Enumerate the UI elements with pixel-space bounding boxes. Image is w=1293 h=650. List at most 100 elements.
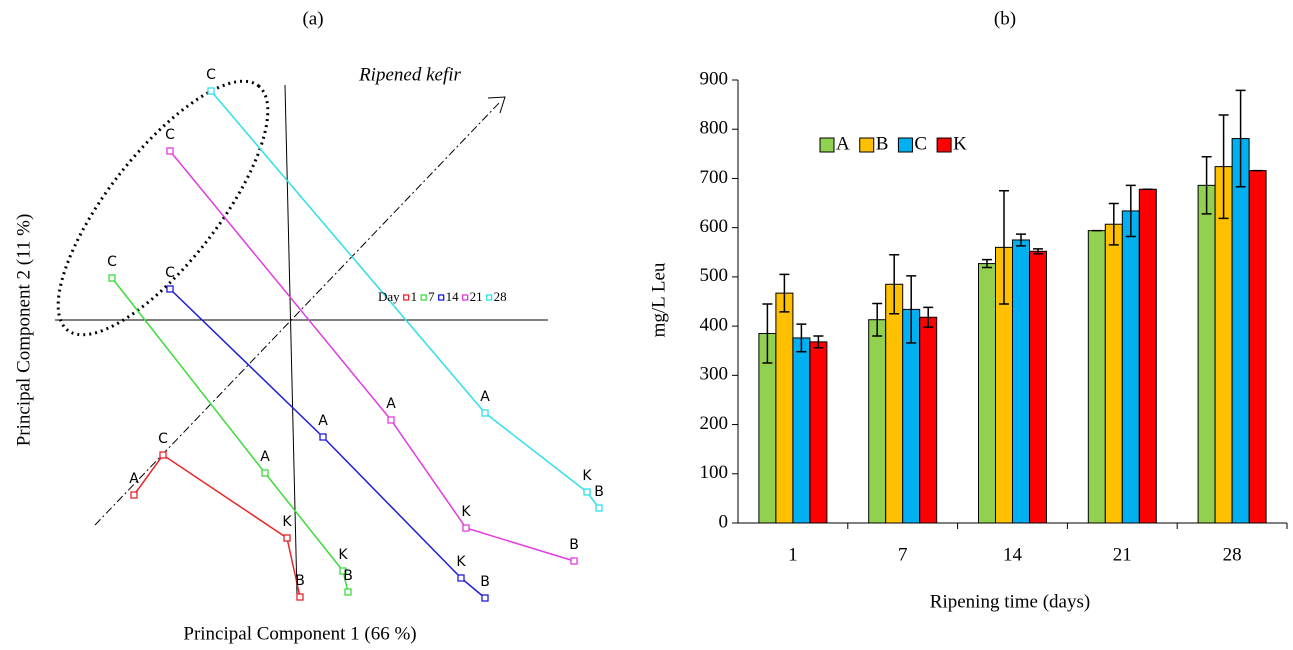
bar [775, 292, 794, 524]
bar [1197, 184, 1216, 524]
point [207, 87, 215, 95]
legend-label: 28 [494, 289, 507, 304]
point-label: K [461, 504, 471, 520]
bar [1121, 210, 1140, 524]
x-tick-label: 7 [898, 544, 908, 565]
legend-swatch [438, 294, 445, 301]
point-label: A [260, 449, 270, 465]
legend-swatch [859, 137, 875, 153]
legend-label: C [914, 133, 927, 154]
point-label: B [343, 568, 353, 584]
y-tick-label: 600 [700, 216, 729, 237]
error-bar [923, 306, 934, 328]
error-bar [1108, 202, 1119, 246]
bar [868, 319, 887, 524]
point-label: K [456, 554, 466, 570]
panel-title: (b) [994, 8, 1016, 29]
x-tick-label: 14 [1003, 544, 1023, 565]
x-axis-title: Principal Component 1 (66 %) [183, 623, 416, 644]
point [462, 524, 470, 532]
series-line [169, 288, 486, 599]
error-bar [779, 273, 790, 313]
x-tick-label: 1 [788, 544, 798, 565]
error-bar [1201, 156, 1212, 215]
arrow-head [487, 96, 506, 114]
x-tick-label: 28 [1223, 544, 1242, 565]
point-label: C [165, 127, 175, 143]
point-label: C [206, 67, 216, 83]
bar [809, 341, 828, 524]
bar [919, 316, 938, 524]
error-bar [982, 258, 992, 269]
point-label: A [318, 413, 328, 429]
legend-swatch [936, 137, 952, 153]
y-axis-title: Principal Component 2 (11 %) [13, 214, 34, 447]
y-tick-label: 200 [700, 413, 729, 434]
point-label: K [582, 468, 592, 484]
y-tick-label: 700 [700, 167, 729, 188]
error-bar [1235, 89, 1246, 188]
y-tick-label: 100 [700, 462, 729, 483]
point-label: B [295, 573, 305, 589]
bar [792, 337, 811, 524]
bar [1087, 230, 1106, 524]
point-label: A [386, 396, 396, 412]
point-label: B [569, 537, 579, 553]
legend-label: 21 [470, 289, 483, 304]
bar [978, 263, 996, 524]
point [583, 488, 591, 496]
series-line [210, 90, 600, 509]
point-label: C [158, 431, 168, 447]
legend-label: 14 [446, 289, 460, 304]
point [166, 285, 174, 293]
x-axis-title: Ripening time (days) [930, 591, 1090, 612]
error-bar [1033, 248, 1043, 255]
error-bar [762, 303, 773, 364]
y-axis-title: mg/L Leu [648, 262, 669, 337]
y-tick-label: 300 [700, 364, 729, 385]
legend-swatch [897, 137, 913, 153]
point-label: K [338, 547, 348, 563]
legend-swatch [819, 137, 835, 153]
point-label: B [594, 484, 604, 500]
point [261, 469, 269, 477]
error-bar [813, 335, 824, 349]
bar [1214, 166, 1233, 524]
point-label: C [107, 254, 117, 270]
bar [1138, 188, 1157, 524]
point [481, 409, 489, 417]
point [159, 451, 167, 459]
legend-swatch [486, 294, 493, 301]
point [108, 274, 116, 282]
point [339, 567, 347, 575]
legend-label: B [876, 133, 889, 154]
point [166, 147, 174, 155]
legend-label: A [836, 133, 850, 154]
error-bar [1016, 233, 1026, 247]
point [570, 557, 578, 565]
legend-label: K [953, 133, 967, 154]
y-tick-label: 0 [719, 511, 729, 532]
error-bar [889, 253, 900, 315]
error-bar [1125, 184, 1136, 238]
bar [1029, 250, 1047, 524]
point [387, 416, 395, 424]
error-bar [906, 275, 917, 344]
point [296, 593, 304, 601]
series-line [169, 150, 575, 562]
point [319, 433, 327, 441]
bar [1231, 138, 1250, 524]
series-line [133, 453, 301, 598]
y-tick-label: 500 [700, 265, 729, 286]
legend-title: Day [378, 289, 400, 304]
y-tick-label: 900 [700, 68, 729, 89]
error-bar [872, 302, 883, 337]
series-line [111, 277, 349, 593]
point [130, 491, 138, 499]
group-ellipse [56, 79, 270, 337]
point [283, 534, 291, 542]
bar [885, 283, 904, 524]
point-label: C [165, 265, 175, 281]
point-label: K [282, 514, 292, 530]
